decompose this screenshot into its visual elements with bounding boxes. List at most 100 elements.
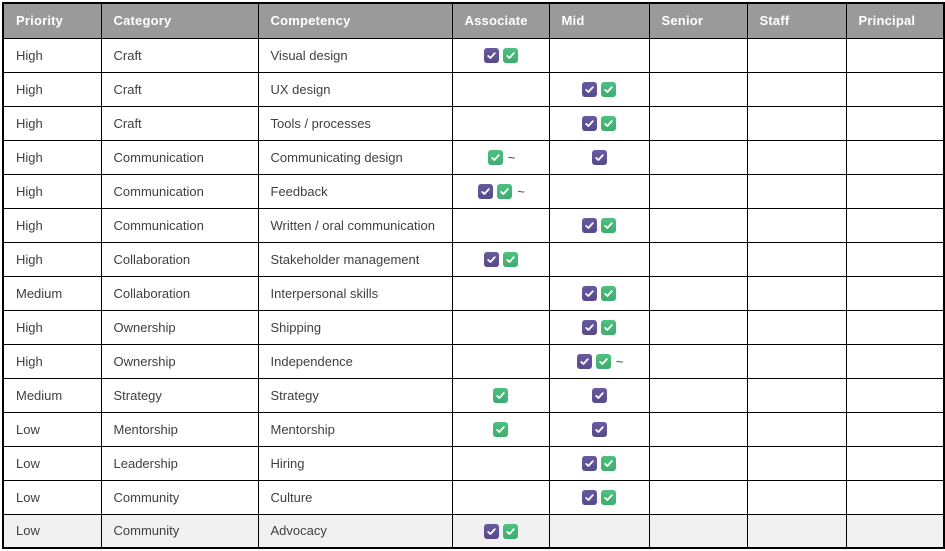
purple-check-icon[interactable] xyxy=(591,150,607,166)
purple-check-icon[interactable] xyxy=(591,388,607,404)
level-cell-associate[interactable]: ~ xyxy=(451,139,550,175)
level-cell-staff[interactable] xyxy=(746,411,847,447)
level-cell-staff[interactable] xyxy=(746,241,847,277)
purple-check-icon[interactable] xyxy=(483,523,499,539)
level-cell-senior[interactable] xyxy=(648,37,748,73)
level-cell-principal[interactable] xyxy=(845,241,945,277)
level-cell-principal[interactable] xyxy=(845,411,945,447)
level-cell-mid[interactable] xyxy=(548,139,650,175)
level-cell-associate[interactable] xyxy=(451,513,550,549)
level-cell-staff[interactable] xyxy=(746,207,847,243)
level-cell-senior[interactable] xyxy=(648,173,748,209)
green-check-icon[interactable] xyxy=(502,252,518,268)
green-check-icon[interactable] xyxy=(502,48,518,64)
level-cell-associate[interactable] xyxy=(451,377,550,413)
level-cell-associate[interactable] xyxy=(451,479,550,515)
green-check-icon[interactable] xyxy=(601,218,616,234)
level-cell-senior[interactable] xyxy=(648,309,748,345)
level-cell-principal[interactable] xyxy=(845,173,945,209)
level-cell-mid[interactable] xyxy=(548,207,650,243)
level-cell-associate[interactable] xyxy=(451,309,550,345)
level-cell-mid[interactable] xyxy=(548,513,650,549)
green-check-icon[interactable] xyxy=(493,388,508,404)
level-cell-mid[interactable] xyxy=(548,309,650,345)
level-cell-principal[interactable] xyxy=(845,37,945,73)
purple-check-icon[interactable] xyxy=(576,354,592,370)
green-check-icon[interactable] xyxy=(595,354,611,370)
level-cell-mid[interactable] xyxy=(548,445,650,481)
level-cell-associate[interactable] xyxy=(451,343,550,379)
level-cell-mid[interactable] xyxy=(548,479,650,515)
purple-check-icon[interactable] xyxy=(582,490,597,506)
level-cell-associate[interactable] xyxy=(451,275,550,311)
level-cell-senior[interactable] xyxy=(648,479,748,515)
level-cell-principal[interactable] xyxy=(845,343,945,379)
level-cell-principal[interactable] xyxy=(845,309,945,345)
green-check-icon[interactable] xyxy=(601,456,616,472)
level-cell-principal[interactable] xyxy=(845,275,945,311)
purple-check-icon[interactable] xyxy=(582,218,597,234)
level-cell-principal[interactable] xyxy=(845,105,945,141)
level-cell-principal[interactable] xyxy=(845,377,945,413)
level-cell-senior[interactable] xyxy=(648,377,748,413)
purple-check-icon[interactable] xyxy=(582,116,597,132)
purple-check-icon[interactable] xyxy=(582,82,597,98)
level-cell-principal[interactable] xyxy=(845,445,945,481)
level-cell-mid[interactable]: ~ xyxy=(548,343,650,379)
level-cell-staff[interactable] xyxy=(746,173,847,209)
level-cell-mid[interactable] xyxy=(548,71,650,107)
level-cell-staff[interactable] xyxy=(746,275,847,311)
level-cell-staff[interactable] xyxy=(746,139,847,175)
level-cell-principal[interactable] xyxy=(845,479,945,515)
purple-check-icon[interactable] xyxy=(582,456,597,472)
level-cell-staff[interactable] xyxy=(746,37,847,73)
level-cell-senior[interactable] xyxy=(648,241,748,277)
level-cell-mid[interactable] xyxy=(548,173,650,209)
level-cell-senior[interactable] xyxy=(648,513,748,549)
green-check-icon[interactable] xyxy=(601,320,616,336)
level-cell-senior[interactable] xyxy=(648,207,748,243)
level-cell-mid[interactable] xyxy=(548,275,650,311)
level-cell-principal[interactable] xyxy=(845,207,945,243)
green-check-icon[interactable] xyxy=(601,116,616,132)
green-check-icon[interactable] xyxy=(601,286,616,302)
level-cell-principal[interactable] xyxy=(845,139,945,175)
green-check-icon[interactable] xyxy=(502,523,518,539)
level-cell-mid[interactable] xyxy=(548,37,650,73)
level-cell-senior[interactable] xyxy=(648,71,748,107)
level-cell-associate[interactable]: ~ xyxy=(451,173,550,209)
green-check-icon[interactable] xyxy=(487,150,503,166)
level-cell-senior[interactable] xyxy=(648,275,748,311)
green-check-icon[interactable] xyxy=(497,184,513,200)
level-cell-associate[interactable] xyxy=(451,445,550,481)
level-cell-mid[interactable] xyxy=(548,377,650,413)
purple-check-icon[interactable] xyxy=(591,422,607,438)
purple-check-icon[interactable] xyxy=(582,286,597,302)
level-cell-senior[interactable] xyxy=(648,105,748,141)
level-cell-associate[interactable] xyxy=(451,411,550,447)
purple-check-icon[interactable] xyxy=(483,252,499,268)
level-cell-associate[interactable] xyxy=(451,37,550,73)
green-check-icon[interactable] xyxy=(493,422,508,438)
level-cell-senior[interactable] xyxy=(648,343,748,379)
purple-check-icon[interactable] xyxy=(582,320,597,336)
level-cell-senior[interactable] xyxy=(648,411,748,447)
level-cell-principal[interactable] xyxy=(845,513,945,549)
green-check-icon[interactable] xyxy=(601,82,616,98)
level-cell-associate[interactable] xyxy=(451,241,550,277)
level-cell-mid[interactable] xyxy=(548,105,650,141)
level-cell-staff[interactable] xyxy=(746,71,847,107)
level-cell-mid[interactable] xyxy=(548,241,650,277)
level-cell-senior[interactable] xyxy=(648,445,748,481)
level-cell-associate[interactable] xyxy=(451,207,550,243)
level-cell-staff[interactable] xyxy=(746,479,847,515)
level-cell-senior[interactable] xyxy=(648,139,748,175)
purple-check-icon[interactable] xyxy=(483,48,499,64)
level-cell-staff[interactable] xyxy=(746,343,847,379)
level-cell-staff[interactable] xyxy=(746,513,847,549)
level-cell-staff[interactable] xyxy=(746,445,847,481)
level-cell-associate[interactable] xyxy=(451,71,550,107)
green-check-icon[interactable] xyxy=(601,490,616,506)
level-cell-mid[interactable] xyxy=(548,411,650,447)
level-cell-staff[interactable] xyxy=(746,309,847,345)
